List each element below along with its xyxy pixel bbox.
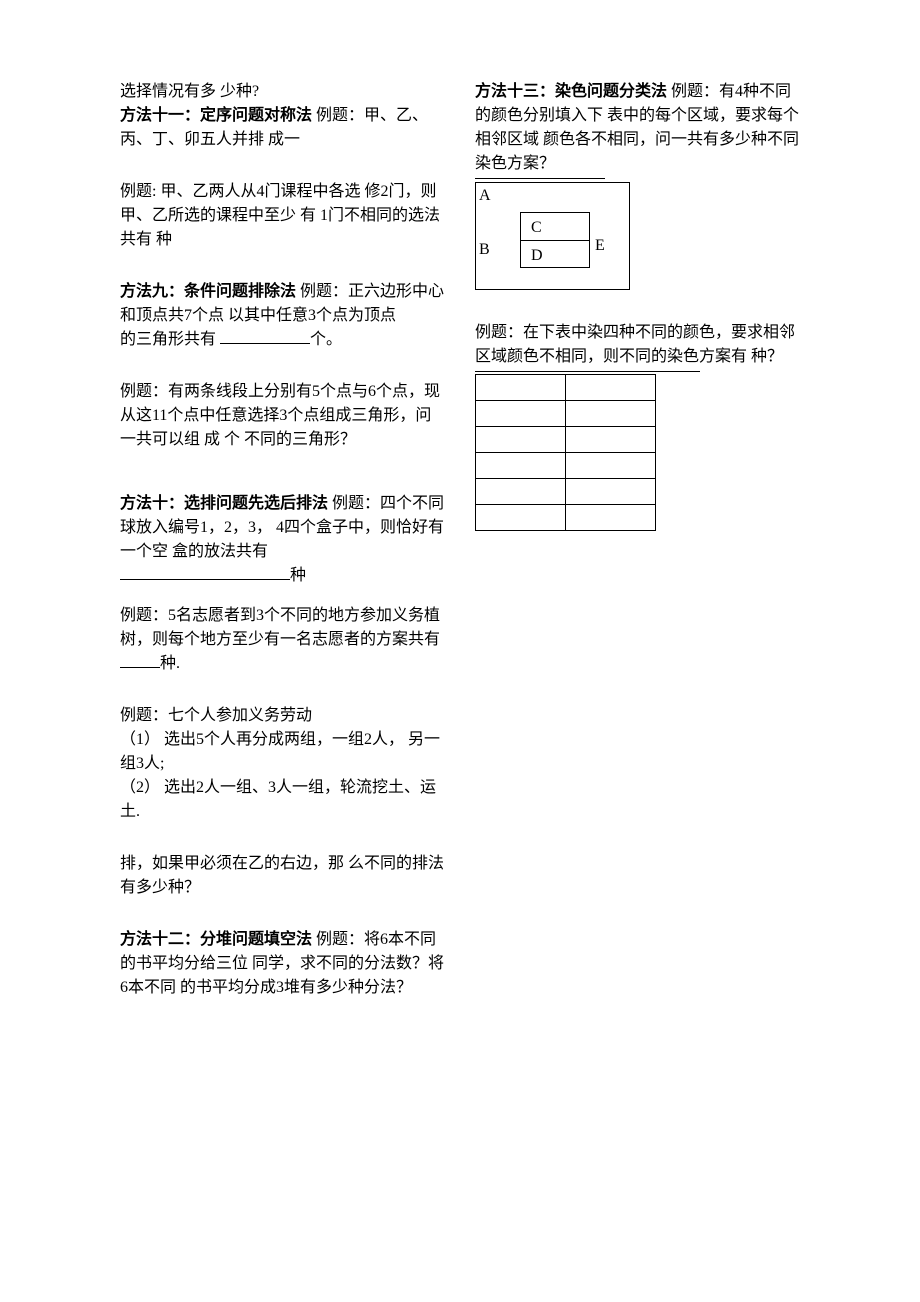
m9-line: 的三角形共有 xyxy=(120,331,220,348)
table-row xyxy=(476,401,656,427)
m11-heading: 方法十一：定序问题对称法 xyxy=(120,107,312,124)
diagram1-inner-mid xyxy=(520,240,590,241)
block-p3: 例题：有两条线段上分别有5个点与6个点，现从这11个点中任意选择3个点组成三角形… xyxy=(120,380,445,452)
text-p5c: （2） 选出2人一组、3人一组，轮流挖土、运土. xyxy=(120,776,445,824)
text-p3: 例题：有两条线段上分别有5个点与6个点，现从这11个点中任意选择3个点组成三角形… xyxy=(120,383,440,448)
method-10: 方法十：选排问题先选后排法 例题：四个不同球放入编号1，2，3， 4四个盒子中，… xyxy=(120,492,445,588)
text-p5a: 例题：七个人参加义务劳动 xyxy=(120,704,445,728)
region-diagram: A B C D E xyxy=(475,178,655,293)
table-row xyxy=(476,453,656,479)
m13-heading: 方法十三：染色问题分类法 xyxy=(475,83,667,100)
table-row xyxy=(476,479,656,505)
table-row xyxy=(476,427,656,453)
p4-suffix: 种. xyxy=(160,655,180,672)
label-D: D xyxy=(531,244,543,268)
blank-3 xyxy=(120,652,160,668)
diagram1-topline xyxy=(475,178,605,179)
label-B: B xyxy=(479,238,490,262)
text-p4: 例题：5名志愿者到3个不同的地方参加义务植树，则每个地方至少有一名志愿者的方案共… xyxy=(120,607,440,648)
label-E: E xyxy=(595,234,605,258)
p6-suffix: 种？ xyxy=(751,348,783,365)
document-columns: 选择情况有多 少种? 方法十一：定序问题对称法 例题：甲、乙、丙、丁、卯五人并排… xyxy=(120,80,800,1180)
text-p2: 例题: 甲、乙两人从4门课程中各选 修2门，则甲、乙所选的课程中至少 有 1门不… xyxy=(120,183,440,248)
block-col2-top: 排，如果甲必须在乙的右边，那 么不同的排法有多少种？ xyxy=(120,852,445,900)
block-p6: 例题：在下表中染四种不同的颜色，要求相邻区域颜色不相同，则不同的染色方案有 种？ xyxy=(475,321,800,531)
m10-suffix: 种 xyxy=(290,567,306,584)
m13-question: 染色方案？ xyxy=(475,152,800,176)
label-A: A xyxy=(479,184,491,208)
method-9: 方法九：条件问题排除法 例题：正六边形中心和顶点共7个点 以其中任意3个点为顶点… xyxy=(120,280,445,352)
text-p5b: （1） 选出5个人再分成两组，一组2人， 另一组3人; xyxy=(120,728,445,776)
method-13: 方法十三：染色问题分类法 例题：有4种不同的颜色分别填入下 表中的每个区域，要求… xyxy=(475,80,800,293)
label-C: C xyxy=(531,216,542,240)
m10-heading: 方法十：选排问题先选后排法 xyxy=(120,495,328,512)
block-p4: 例题：5名志愿者到3个不同的地方参加义务植树，则每个地方至少有一名志愿者的方案共… xyxy=(120,604,445,676)
blank-1 xyxy=(220,328,310,344)
method-12: 方法十二：分堆问题填空法 例题：将6本不同的书平均分给三位 同学，求不同的分法数… xyxy=(120,928,445,1000)
block-intro: 选择情况有多 少种? 方法十一：定序问题对称法 例题：甲、乙、丙、丁、卯五人并排… xyxy=(120,80,445,152)
block-p2: 例题: 甲、乙两人从4门课程中各选 修2门，则甲、乙所选的课程中至少 有 1门不… xyxy=(120,180,445,252)
text-p6: 例题：在下表中染四种不同的颜色，要求相邻区域颜色不相同，则不同的染色方案有 xyxy=(475,324,795,365)
blank-2 xyxy=(120,564,290,580)
m9-suffix: 个。 xyxy=(310,331,342,348)
table-row xyxy=(476,375,656,401)
method-11: 方法十一：定序问题对称法 例题：甲、乙、丙、丁、卯五人并排 成一 xyxy=(120,104,445,152)
text-p1: 选择情况有多 少种? xyxy=(120,80,445,104)
m9-heading: 方法九：条件问题排除法 xyxy=(120,283,296,300)
table-row xyxy=(476,505,656,531)
grid-topline xyxy=(475,371,700,372)
text-col2-top: 排，如果甲必须在乙的右边，那 么不同的排法有多少种？ xyxy=(120,855,444,896)
m12-heading: 方法十二：分堆问题填空法 xyxy=(120,931,312,948)
block-p5: 例题：七个人参加义务劳动 （1） 选出5个人再分成两组，一组2人， 另一组3人;… xyxy=(120,704,445,824)
grid-diagram-wrap xyxy=(475,371,800,531)
grid-diagram xyxy=(475,374,656,531)
